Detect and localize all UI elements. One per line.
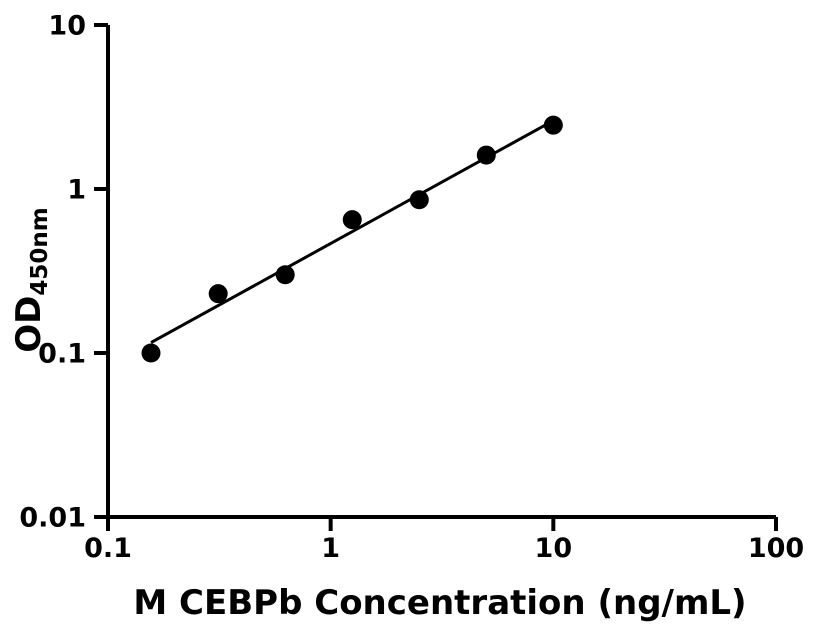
y-tick-label: 0.1	[38, 339, 86, 370]
data-point	[342, 210, 362, 230]
y-tick-label: 10	[48, 11, 86, 42]
y-tick-label: 1	[67, 175, 86, 206]
axes-spine	[106, 25, 776, 519]
data-point	[409, 190, 429, 210]
x-tick-label: 0.1	[84, 533, 132, 564]
data-point	[141, 343, 161, 363]
y-axis-title-subscript: 450nm	[27, 207, 53, 295]
data-point	[275, 265, 295, 285]
y-tick-label: 0.01	[19, 503, 86, 534]
x-tick-label: 1	[321, 533, 340, 564]
y-axis-title-main: OD	[9, 296, 49, 353]
x-tick-label: 100	[748, 533, 804, 564]
data-point	[476, 145, 496, 165]
data-point	[208, 284, 228, 304]
x-axis-title: M CEBPb Concentration (ng/mL)	[133, 583, 746, 623]
y-axis-title: OD450nm	[9, 207, 53, 353]
x-tick-label: 10	[535, 533, 573, 564]
data-point	[543, 115, 563, 135]
